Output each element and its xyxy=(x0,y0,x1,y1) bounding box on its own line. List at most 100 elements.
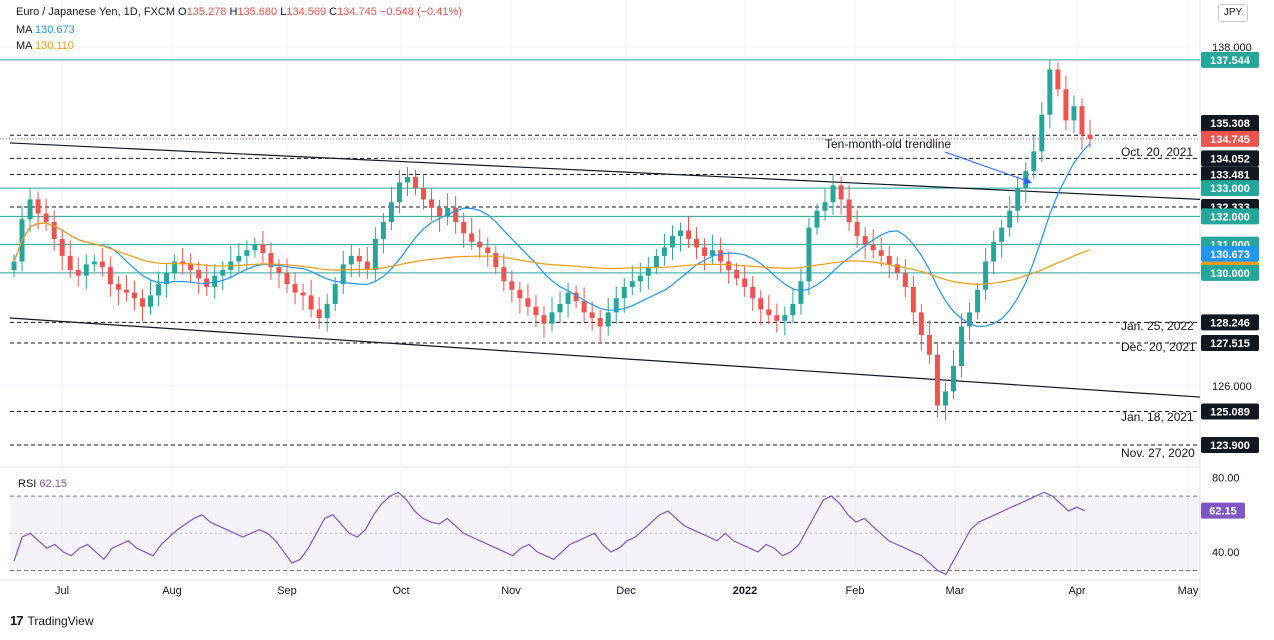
candle-body xyxy=(1007,210,1013,228)
low-value: 134.569 xyxy=(286,6,327,18)
x-tick-label: Aug xyxy=(162,585,182,597)
trendline xyxy=(9,142,1201,201)
candle xyxy=(139,289,145,322)
candle-body xyxy=(139,298,145,307)
candle-body xyxy=(509,281,515,290)
candle-body xyxy=(372,238,378,270)
candle xyxy=(364,246,370,279)
candle-body xyxy=(967,312,973,327)
price-label-text: 130.000 xyxy=(1210,268,1250,280)
candle-body xyxy=(806,227,812,282)
brand-name: TradingView xyxy=(27,613,94,628)
candle xyxy=(653,248,659,275)
candle xyxy=(734,262,740,286)
candle-body xyxy=(1015,188,1021,211)
rsi-tick-label: 40.00 xyxy=(1212,547,1240,559)
candle xyxy=(509,270,515,303)
price-label-box xyxy=(1201,334,1259,351)
candle-body xyxy=(196,270,202,279)
price-label-text: 134.745 xyxy=(1210,134,1250,146)
candle-body xyxy=(1079,106,1085,135)
tv-logo-icon: 17 xyxy=(10,613,24,628)
candle-body xyxy=(276,267,282,273)
candle xyxy=(605,297,611,336)
candle-body xyxy=(340,264,346,285)
candle xyxy=(485,237,491,267)
candle-body xyxy=(983,261,989,290)
candle xyxy=(35,191,41,230)
candle xyxy=(1039,102,1045,163)
candle xyxy=(1079,98,1085,150)
candle-body xyxy=(669,236,675,248)
ma-slow-value: 130.110 xyxy=(34,40,74,52)
candle-body xyxy=(1063,89,1069,121)
candle-body xyxy=(1031,151,1037,172)
ma-slow-line xyxy=(13,222,1091,285)
candle xyxy=(300,283,306,310)
candle xyxy=(758,290,764,326)
candle-body xyxy=(991,241,997,262)
candle-body xyxy=(597,318,603,327)
price-level-label: 137.544 xyxy=(1201,51,1259,68)
ma-fast-legend[interactable]: MA 130.673 xyxy=(16,24,75,36)
candle-body xyxy=(557,303,563,313)
price-label-box xyxy=(1201,51,1259,68)
candle-body xyxy=(493,253,499,268)
candle-body xyxy=(43,213,49,222)
high-value: 135.680 xyxy=(237,6,278,18)
candle-body xyxy=(51,222,57,239)
candle-body xyxy=(677,230,683,237)
candle xyxy=(332,277,338,311)
rsi-value-text: 62.15 xyxy=(1209,506,1237,518)
candle xyxy=(27,188,33,232)
tradingview-logo[interactable]: 17 TradingView xyxy=(10,613,94,628)
candle xyxy=(204,263,210,296)
candle-body xyxy=(605,312,611,327)
candle-body xyxy=(212,275,218,287)
candle-body xyxy=(1071,106,1077,121)
x-tick-label: Feb xyxy=(846,585,865,597)
candle xyxy=(814,203,820,235)
candle-body xyxy=(485,247,491,254)
candle-body xyxy=(999,227,1005,242)
candle xyxy=(983,247,989,300)
candle xyxy=(260,230,266,263)
x-tick-label: Dec xyxy=(616,585,636,597)
candle xyxy=(59,230,65,271)
candle-body xyxy=(461,222,467,234)
price-tick-label: 126.000 xyxy=(1212,381,1252,393)
price-level-label: 135.308 xyxy=(1201,114,1259,131)
ma-fast-line xyxy=(13,143,1091,328)
candle xyxy=(589,301,595,331)
candle-body xyxy=(244,250,250,256)
candle-body xyxy=(429,199,435,208)
candle-body xyxy=(148,295,154,307)
candle xyxy=(67,240,73,278)
candle-body xyxy=(115,284,121,290)
candle-body xyxy=(260,244,266,254)
candle xyxy=(188,253,194,283)
candle-body xyxy=(886,255,892,265)
candle-body xyxy=(942,391,948,406)
candle xyxy=(902,259,908,297)
close-value: 134.745 xyxy=(337,6,377,18)
candle-body xyxy=(316,309,322,318)
ma-slow-legend[interactable]: MA 130.110 xyxy=(16,40,74,52)
currency-button[interactable]: JPY xyxy=(1218,4,1248,22)
candle-body xyxy=(204,278,210,287)
candle xyxy=(557,291,563,324)
candle xyxy=(910,276,916,326)
candle-body xyxy=(27,199,33,220)
candle xyxy=(340,250,346,294)
price-tick-label: 138.000 xyxy=(1212,42,1252,54)
candle xyxy=(75,257,81,287)
candle-body xyxy=(830,185,836,203)
candle-body xyxy=(252,244,258,251)
annotation-label: Oct. 20, 2021 xyxy=(1121,145,1193,159)
price-label-box xyxy=(1201,245,1259,262)
candle xyxy=(356,247,362,278)
price-level-label: 133.000 xyxy=(1201,180,1259,197)
candle xyxy=(846,184,852,231)
candle xyxy=(348,245,354,278)
candle xyxy=(292,272,298,305)
